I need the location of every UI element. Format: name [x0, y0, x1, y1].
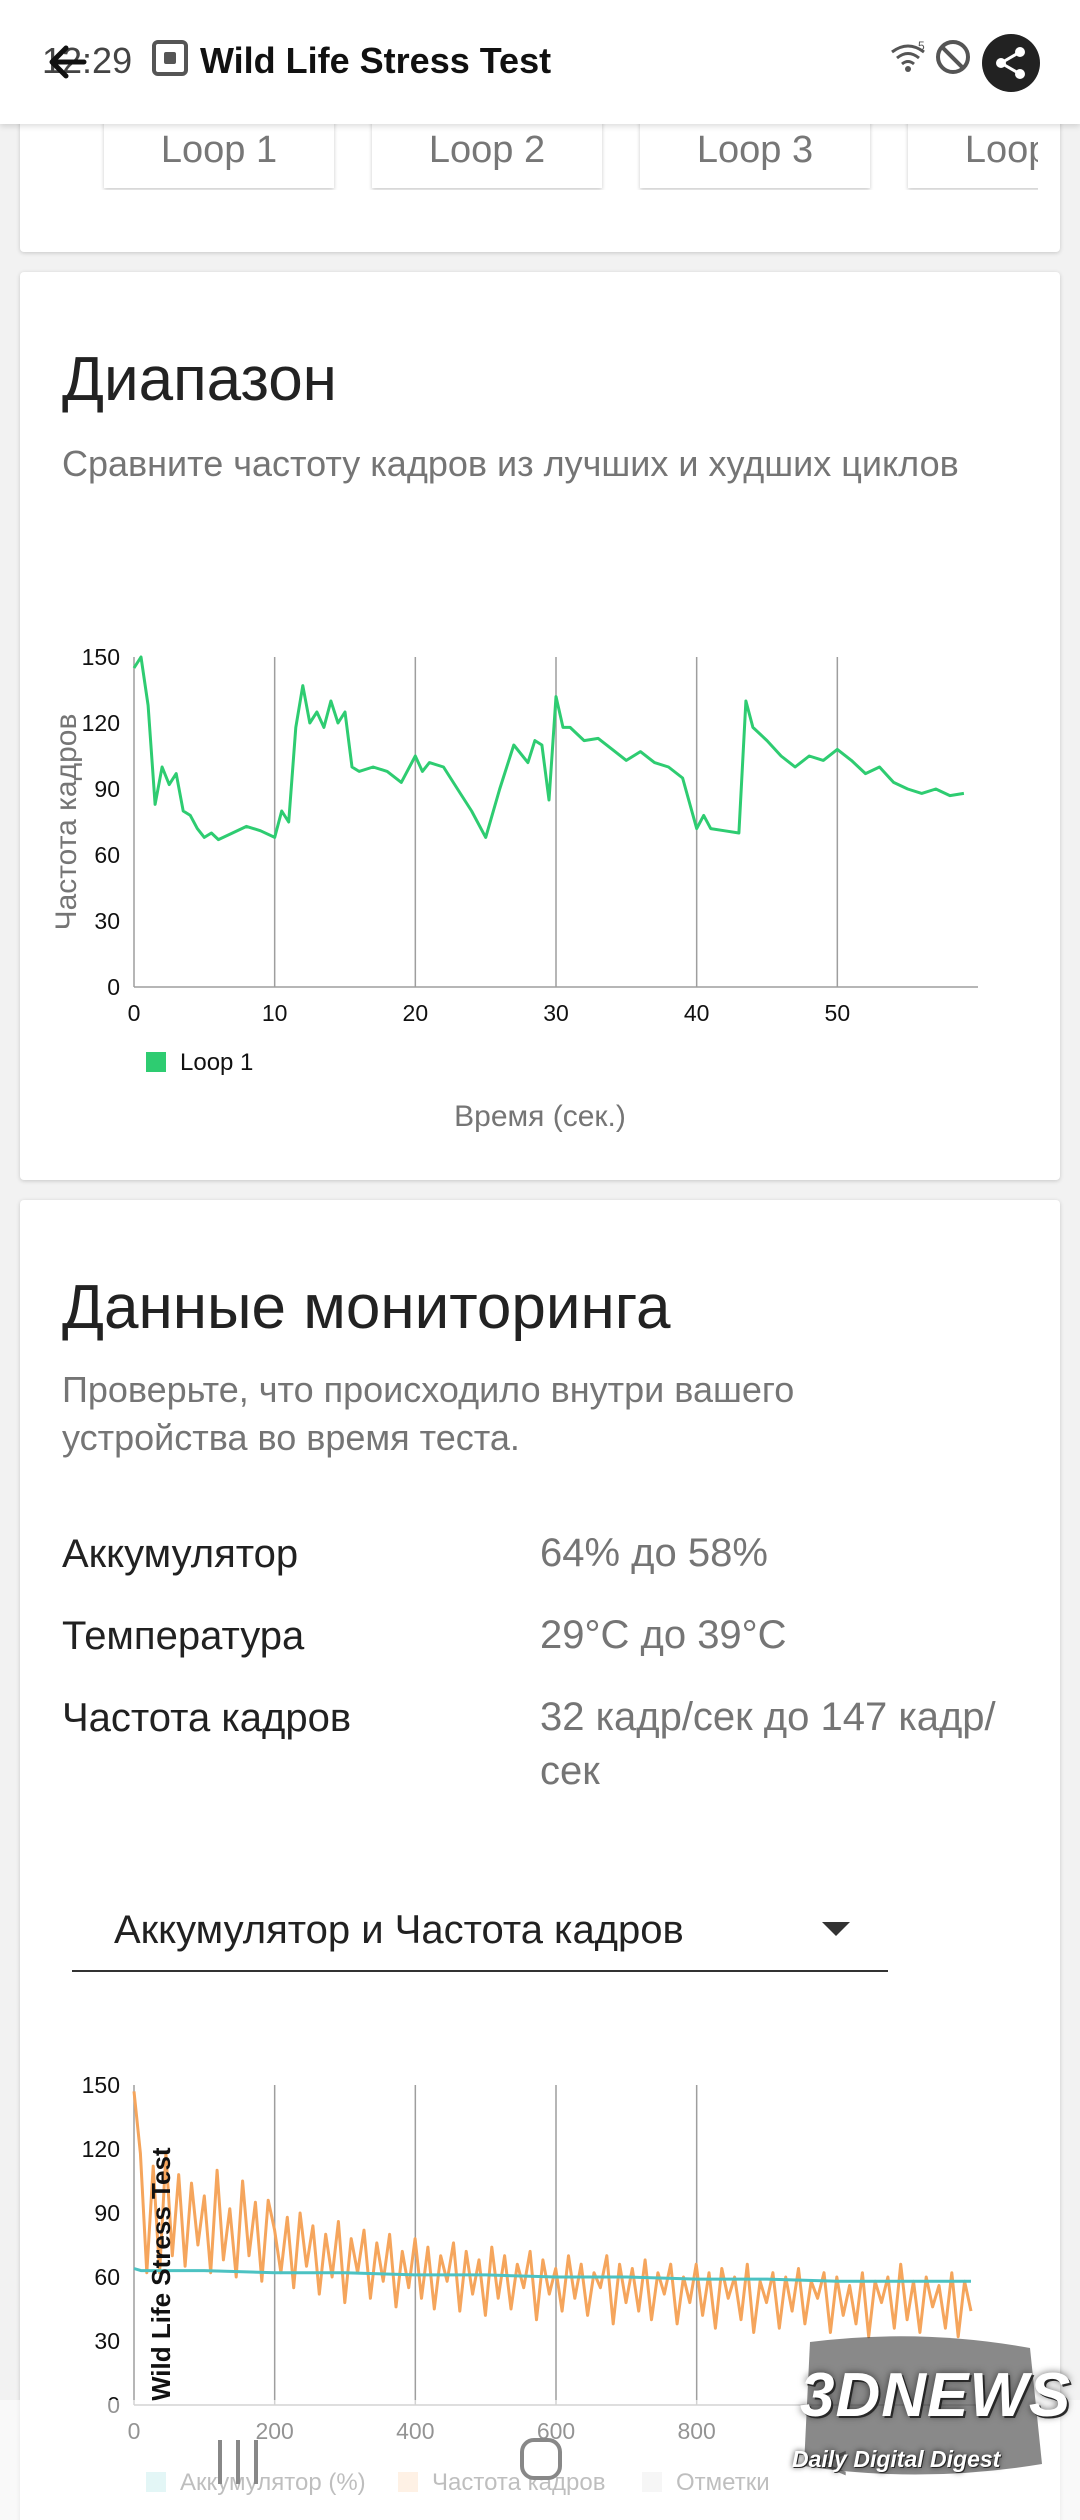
share-button[interactable] — [982, 34, 1040, 92]
loops-card: Loop 1 Loop 2 Loop 3 Loop 4 — [20, 112, 1060, 252]
page-title: Wild Life Stress Test — [200, 40, 552, 81]
loop-tab[interactable]: Loop 2 — [372, 112, 602, 188]
series-line-battery — [133, 2267, 971, 2283]
recents-button[interactable] — [218, 2440, 258, 2484]
monitoring-subtitle: Проверьте, что происходило внутри вашего… — [62, 1369, 795, 1458]
range-subtitle: Сравните частоту кадров из лучших и худш… — [62, 443, 959, 484]
back-button[interactable] — [38, 32, 98, 92]
watermark-main: 3DNEWS — [800, 2361, 1072, 2430]
loop-tab[interactable]: Loop 4 — [908, 112, 1038, 188]
loop-tab[interactable]: Loop 3 — [640, 112, 870, 188]
temperature-label: Температура — [62, 1614, 305, 1658]
legend-label-loop-1: Loop 1 — [180, 1049, 253, 1076]
loop-tabs: Loop 1 Loop 2 Loop 3 Loop 4 — [82, 112, 1038, 190]
x-tick-label: 0 — [128, 1000, 141, 1026]
range-title: Диапазон — [62, 345, 337, 414]
dropdown-value: Аккумулятор и Частота кадров — [114, 1908, 684, 1952]
x-axis-title: Время (сек.) — [454, 1100, 626, 1133]
x-tick-label: 40 — [684, 1000, 710, 1026]
series-line-loop-1 — [132, 655, 965, 842]
chart-annotation: Wild Life Stress Test — [146, 2147, 176, 2401]
temperature-value: 29°C до 39°C — [540, 1613, 787, 1657]
dropdown-arrow-icon — [822, 1922, 850, 1936]
screenshot-notification-icon — [152, 40, 188, 76]
legend-swatch-loop-1 — [146, 1052, 166, 1072]
watermark-logo: 3DNEWS Daily Digital Digest — [780, 2334, 1070, 2510]
range-card: Диапазон Сравните частоту кадров из лучш… — [20, 272, 1060, 1180]
y-tick-label: 150 — [82, 2072, 120, 2098]
series-line-framerate — [132, 2091, 973, 2339]
arrow-left-icon — [49, 45, 87, 79]
loop-tab[interactable]: Loop 1 — [104, 112, 334, 188]
x-tick-label: 50 — [825, 1000, 851, 1026]
battery-value: 64% до 58% — [540, 1531, 768, 1575]
battery-label: Аккумулятор — [62, 1532, 299, 1576]
y-tick-label: 30 — [94, 2328, 120, 2354]
y-tick-label: 150 — [82, 644, 120, 670]
wifi-badge: 5 — [918, 40, 925, 53]
share-icon — [996, 47, 1025, 79]
monitoring-card: Данные мониторинга Проверьте, что происх… — [20, 1200, 1060, 2520]
y-tick-label: 120 — [82, 2136, 120, 2162]
monitoring-title: Данные мониторинга — [62, 1273, 671, 1342]
watermark-sub: Daily Digital Digest — [792, 2446, 1001, 2472]
y-tick-label: 30 — [94, 908, 120, 934]
app-bar: 12:29 Wild Life Stress Test 5 — [0, 0, 1080, 124]
wifi-icon: 5 — [888, 39, 928, 83]
recents-icon — [218, 2440, 222, 2484]
y-tick-label: 60 — [94, 842, 120, 868]
monitoring-chart: 02004006008000306090120150Wild Life Stre… — [82, 2072, 978, 2496]
x-tick-label: 10 — [262, 1000, 288, 1026]
x-tick-label: 30 — [543, 1000, 569, 1026]
y-tick-label: 90 — [94, 2200, 120, 2226]
y-tick-label: 60 — [94, 2264, 120, 2290]
range-chart: 0 10 20 30 40 50 0 30 60 90 120 150 Частота кадров Lo… — [50, 644, 978, 1133]
y-axis-title: Частота кадров — [50, 714, 83, 931]
y-tick-label: 120 — [82, 710, 120, 736]
home-button[interactable] — [520, 2438, 562, 2480]
do-not-disturb-icon — [936, 40, 970, 74]
chart-type-dropdown[interactable]: Аккумулятор и Частота кадров — [72, 1868, 888, 1972]
x-tick-label: 20 — [403, 1000, 429, 1026]
y-tick-label: 90 — [94, 776, 120, 802]
framerate-label: Частота кадров — [62, 1696, 352, 1740]
y-tick-label: 0 — [107, 974, 120, 1000]
framerate-value: 32 кадр/сек до 147 кадр/сек — [540, 1695, 996, 1793]
